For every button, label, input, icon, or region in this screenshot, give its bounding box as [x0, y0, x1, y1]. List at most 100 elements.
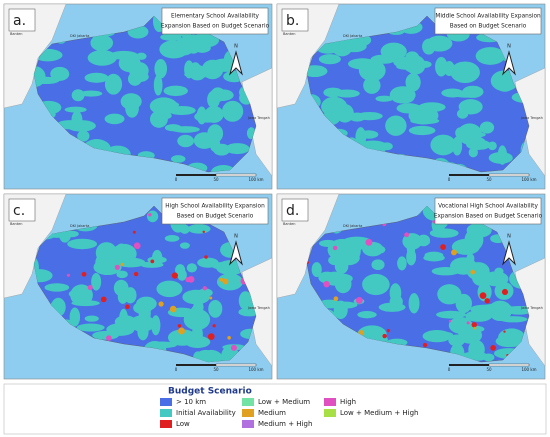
- availability-patch: [464, 229, 484, 251]
- availability-patch: [84, 72, 109, 83]
- expansion-spot: [148, 212, 152, 217]
- availability-patch: [90, 34, 114, 52]
- panel-title: Vocational High School Availability: [438, 204, 538, 210]
- map-label: Banten: [10, 32, 23, 36]
- availability-patch: [116, 270, 128, 279]
- availability-patch: [179, 242, 190, 249]
- availability-patch: [371, 259, 385, 271]
- scale-bar: [449, 174, 489, 176]
- expansion-spot: [484, 298, 490, 304]
- expansion-spot: [100, 296, 107, 303]
- north-label: N: [234, 44, 238, 50]
- availability-patch: [187, 224, 211, 234]
- expansion-spot: [150, 259, 155, 264]
- scale-bar: [176, 174, 216, 176]
- expansion-spot: [473, 326, 477, 330]
- panel-label-box: [8, 8, 36, 32]
- availability-patch: [468, 147, 478, 158]
- availability-patch: [197, 288, 213, 297]
- legend-swatch: [160, 409, 172, 417]
- availability-patch: [120, 93, 142, 110]
- expansion-spot: [404, 232, 410, 238]
- expansion-spot: [158, 301, 164, 307]
- map-label: Jawa Tengah: [520, 116, 543, 120]
- availability-patch: [396, 103, 422, 114]
- scale-bar: [449, 364, 489, 366]
- availability-patch: [34, 269, 53, 283]
- availability-patch: [389, 295, 403, 309]
- north-arrow: [229, 240, 243, 266]
- availability-patch: [164, 124, 182, 132]
- expansion-spot: [307, 261, 309, 264]
- panel-label-box: [281, 8, 309, 32]
- availability-patch: [92, 330, 119, 340]
- availability-patch: [318, 54, 341, 65]
- availability-patch: [448, 316, 473, 334]
- availability-patch: [466, 253, 475, 264]
- availability-patch: [356, 111, 383, 121]
- panel-title: High School Availability Expansion: [165, 204, 265, 210]
- map-label: DKI Jakarta: [70, 34, 89, 38]
- legend-swatch: [242, 420, 254, 428]
- availability-patch: [334, 89, 360, 98]
- expansion-spot: [212, 324, 216, 328]
- expansion-spot: [66, 273, 71, 277]
- map-label: Jawa Tengah: [247, 116, 270, 120]
- expansion-spot: [178, 327, 185, 335]
- map-label: DKI Jakarta: [343, 34, 362, 38]
- north-label: N: [234, 234, 238, 240]
- panel-label: b.: [286, 13, 299, 29]
- legend-swatch: [160, 420, 172, 428]
- availability-patch: [34, 66, 46, 87]
- expansion-spot: [448, 319, 452, 323]
- expansion-spot: [132, 230, 136, 234]
- availability-patch: [170, 155, 186, 163]
- availability-patch: [380, 142, 393, 151]
- availability-patch: [177, 134, 194, 148]
- panel-title: Elementary School Availability: [171, 14, 259, 20]
- scale-label: 100 km: [521, 177, 536, 182]
- availability-patch: [210, 87, 226, 102]
- availability-patch: [79, 90, 103, 97]
- availability-patch: [417, 234, 431, 247]
- legend-swatch: [242, 398, 254, 406]
- availability-patch: [358, 130, 379, 139]
- availability-patch: [136, 52, 147, 60]
- availability-patch: [311, 262, 322, 278]
- expansion-spot: [114, 264, 120, 270]
- availability-patch: [493, 72, 512, 91]
- availability-patch: [408, 293, 420, 314]
- availability-patch: [179, 224, 190, 234]
- availability-patch: [375, 95, 394, 102]
- availability-patch: [206, 63, 216, 70]
- availability-patch: [468, 340, 485, 359]
- availability-patch: [146, 210, 159, 223]
- availability-patch: [50, 66, 70, 81]
- availability-patch: [321, 96, 348, 117]
- scale-label: 100 km: [248, 367, 263, 372]
- scale-label: 50: [486, 177, 492, 182]
- expansion-spot: [382, 333, 387, 339]
- scale-label: 0: [448, 177, 451, 182]
- availability-patch: [77, 130, 90, 142]
- north-label: N: [507, 44, 511, 50]
- legend-label: Initial Availability: [176, 409, 236, 417]
- legend-box: [3, 383, 547, 435]
- availability-patch: [487, 141, 497, 151]
- availability-patch: [430, 134, 457, 156]
- expansion-spot: [227, 336, 231, 340]
- legend-swatch: [324, 398, 336, 406]
- expansion-spot: [81, 271, 87, 277]
- expansion-spot: [177, 324, 182, 328]
- availability-patch: [153, 74, 163, 96]
- availability-patch: [177, 269, 187, 281]
- availability-patch: [389, 86, 416, 104]
- legend-label: High: [340, 398, 356, 406]
- map-panel: Banten DKI Jakarta Jawa Tengah d. Vocational…: [276, 193, 546, 380]
- expansion-spot: [479, 292, 487, 299]
- availability-patch: [429, 228, 459, 238]
- expansion-spot: [355, 296, 363, 304]
- availability-patch: [152, 111, 172, 120]
- map-panel: Banten DKI Jakarta Jawa Tengah c. High Schoo…: [3, 193, 273, 380]
